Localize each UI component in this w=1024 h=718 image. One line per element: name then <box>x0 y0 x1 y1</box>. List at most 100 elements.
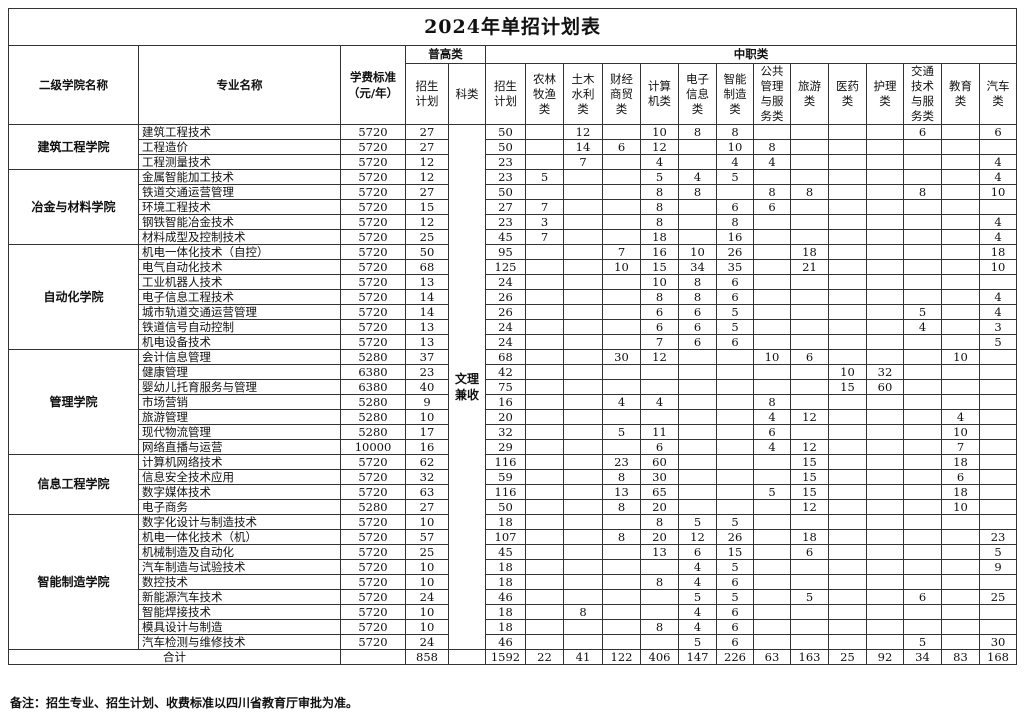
category-count <box>790 604 829 620</box>
category-count <box>941 169 980 185</box>
header-category: 电子信息类 <box>678 63 717 125</box>
category-count: 8 <box>716 124 754 140</box>
tuition-fee: 5280 <box>340 424 406 440</box>
zhongzhi-plan: 42 <box>485 364 526 380</box>
category-count: 8 <box>716 214 754 230</box>
category-count <box>563 634 603 650</box>
major-name: 金属智能加工技术 <box>138 169 341 185</box>
pugao-plan: 24 <box>405 589 449 605</box>
pugao-plan: 9 <box>405 394 449 410</box>
category-count <box>828 169 867 185</box>
category-count: 60 <box>866 379 904 395</box>
category-count: 5 <box>716 589 754 605</box>
category-count: 6 <box>716 604 754 620</box>
category-count: 4 <box>716 154 754 170</box>
category-count <box>866 439 904 455</box>
tuition-fee: 5720 <box>340 604 406 620</box>
total-category-count: 34 <box>903 649 942 665</box>
category-count <box>866 154 904 170</box>
category-count: 4 <box>978 229 1018 245</box>
category-count <box>941 634 980 650</box>
category-count: 4 <box>978 289 1018 305</box>
category-count <box>941 559 980 575</box>
category-count <box>866 619 904 635</box>
pugao-plan: 27 <box>405 184 449 200</box>
plan-document: 2024年单招计划表 二级学院名称 专业名称 学费标准（元/年） 普高类 中职类… <box>7 8 1018 665</box>
category-count <box>978 424 1018 440</box>
category-count <box>525 334 564 350</box>
category-count <box>525 364 564 380</box>
header-category: 财经商贸类 <box>602 63 641 125</box>
category-count: 20 <box>640 499 679 515</box>
category-count <box>903 619 942 635</box>
category-count <box>790 574 829 590</box>
zhongzhi-plan: 125 <box>485 259 526 275</box>
category-count <box>753 529 791 545</box>
category-count: 14 <box>563 139 603 155</box>
category-count <box>903 229 942 245</box>
tuition-fee: 5720 <box>340 184 406 200</box>
category-count <box>678 424 717 440</box>
category-count <box>563 319 603 335</box>
category-count <box>978 394 1018 410</box>
zhongzhi-plan: 59 <box>485 469 526 485</box>
pugao-plan: 10 <box>405 619 449 635</box>
category-count <box>978 364 1018 380</box>
category-count <box>716 469 754 485</box>
table-row: 钢铁智能冶金技术 5720 12 23 3 8 8 4 <box>9 214 1018 230</box>
category-count <box>678 469 717 485</box>
page-title: 2024年单招计划表 <box>7 8 1018 46</box>
major-name: 建筑工程技术 <box>138 124 341 140</box>
category-count <box>828 229 867 245</box>
category-count <box>941 289 980 305</box>
header-category: 公共管理与服务类 <box>753 63 791 125</box>
table-row: 新能源汽车技术 5720 24 46 5 5 5 6 25 <box>9 589 1018 605</box>
category-count <box>790 334 829 350</box>
category-count <box>941 619 980 635</box>
pugao-plan: 23 <box>405 364 449 380</box>
category-count: 5 <box>978 334 1018 350</box>
category-count: 3 <box>525 214 564 230</box>
category-count: 20 <box>640 529 679 545</box>
category-count: 5 <box>678 634 717 650</box>
zhongzhi-plan: 50 <box>485 124 526 140</box>
category-count <box>866 529 904 545</box>
category-count: 12 <box>678 529 717 545</box>
category-count: 6 <box>716 334 754 350</box>
header-category: 教育类 <box>941 63 980 125</box>
pugao-plan: 37 <box>405 349 449 365</box>
category-count <box>716 409 754 425</box>
category-count <box>602 304 641 320</box>
category-count <box>563 439 603 455</box>
category-count <box>525 124 564 140</box>
category-count <box>602 634 641 650</box>
category-count <box>602 559 641 575</box>
category-count <box>678 379 717 395</box>
category-count <box>678 154 717 170</box>
category-count <box>828 514 867 530</box>
pugao-plan: 10 <box>405 574 449 590</box>
college-name: 管理学院 <box>8 349 139 455</box>
category-count <box>903 544 942 560</box>
category-count: 6 <box>716 619 754 635</box>
category-count: 8 <box>640 184 679 200</box>
category-count <box>563 229 603 245</box>
category-count: 8 <box>640 289 679 305</box>
category-count <box>753 289 791 305</box>
total-category-count: 163 <box>790 649 829 665</box>
category-count: 8 <box>790 184 829 200</box>
category-count <box>678 349 717 365</box>
tuition-fee: 10000 <box>340 439 406 455</box>
category-count <box>525 484 564 500</box>
category-count <box>678 409 717 425</box>
category-count <box>828 604 867 620</box>
pugao-plan: 14 <box>405 304 449 320</box>
category-count <box>978 484 1018 500</box>
category-count <box>790 364 829 380</box>
major-name: 现代物流管理 <box>138 424 341 440</box>
category-count <box>941 379 980 395</box>
college-name: 信息工程学院 <box>8 454 139 515</box>
category-count <box>525 259 564 275</box>
category-count <box>866 559 904 575</box>
category-count: 4 <box>678 574 717 590</box>
